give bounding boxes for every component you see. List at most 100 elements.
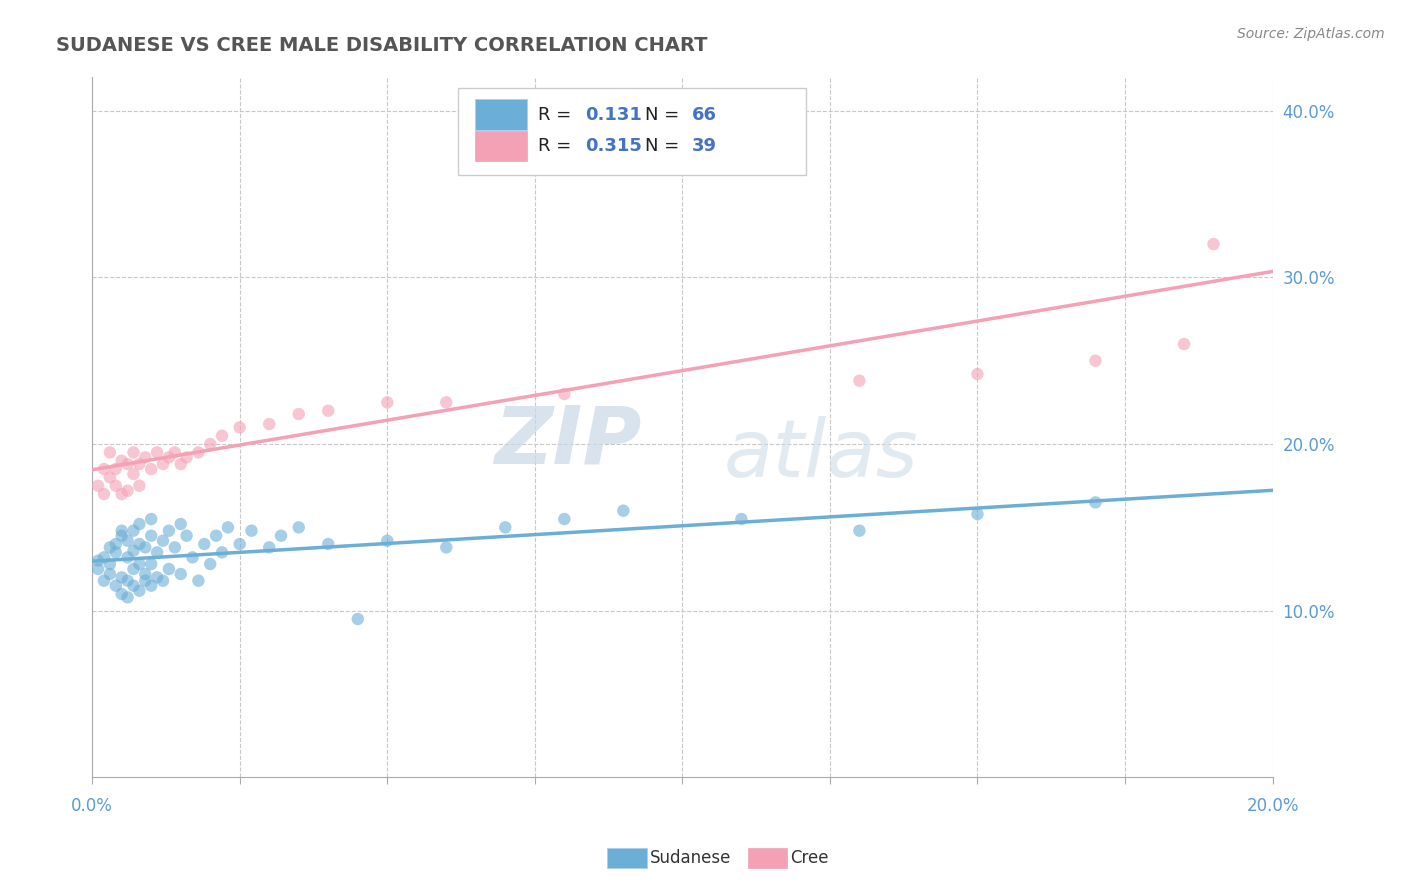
Text: 66: 66 [692, 105, 717, 123]
Point [122, 524, 145, 538]
Point [128, 537, 150, 551]
Point [257, 541, 280, 555]
Point [152, 574, 174, 588]
Point [200, 437, 222, 451]
Point [1173, 337, 1195, 351]
Point [257, 417, 280, 431]
Point [205, 529, 228, 543]
Point [93, 462, 115, 476]
Point [141, 462, 163, 476]
Point [1084, 353, 1107, 368]
FancyBboxPatch shape [475, 99, 527, 130]
Point [98, 445, 121, 459]
Point [111, 529, 134, 543]
Text: SUDANESE VS CREE MALE DISABILITY CORRELATION CHART: SUDANESE VS CREE MALE DISABILITY CORRELA… [56, 36, 707, 54]
Point [170, 457, 193, 471]
Point [93, 487, 115, 501]
Text: 0.315: 0.315 [585, 137, 643, 155]
Text: R =: R = [538, 105, 578, 123]
Point [434, 395, 457, 409]
Point [104, 462, 127, 476]
Point [316, 537, 339, 551]
Point [287, 407, 309, 421]
Point [553, 512, 575, 526]
Point [141, 529, 163, 543]
Text: N =: N = [644, 105, 685, 123]
Point [553, 387, 575, 401]
Point [122, 579, 145, 593]
Point [346, 612, 368, 626]
Point [117, 591, 139, 605]
Point [87, 479, 110, 493]
Point [270, 529, 292, 543]
Point [104, 479, 127, 493]
Point [193, 537, 215, 551]
Text: Source: ZipAtlas.com: Source: ZipAtlas.com [1237, 27, 1385, 41]
Point [141, 512, 163, 526]
Point [434, 541, 457, 555]
Point [157, 562, 180, 576]
Point [141, 557, 163, 571]
Point [152, 533, 174, 548]
Point [1202, 237, 1225, 252]
Point [240, 524, 263, 538]
Point [228, 537, 250, 551]
Point [134, 574, 156, 588]
Point [111, 570, 134, 584]
Point [128, 516, 150, 531]
Point [117, 533, 139, 548]
Point [146, 570, 169, 584]
Text: 0.0%: 0.0% [72, 797, 112, 815]
Point [128, 583, 150, 598]
Point [111, 524, 134, 538]
Point [176, 529, 198, 543]
Point [730, 512, 752, 526]
Point [117, 483, 139, 498]
Point [111, 587, 134, 601]
Point [98, 470, 121, 484]
Point [966, 507, 988, 521]
Point [128, 557, 150, 571]
Text: Cree: Cree [790, 849, 828, 867]
Point [612, 504, 634, 518]
Point [730, 137, 752, 152]
Point [117, 457, 139, 471]
Text: atlas: atlas [724, 417, 918, 494]
Point [211, 545, 233, 559]
Point [375, 395, 398, 409]
Text: Sudanese: Sudanese [650, 849, 731, 867]
Point [98, 567, 121, 582]
Point [181, 550, 204, 565]
FancyBboxPatch shape [458, 88, 806, 176]
Point [228, 420, 250, 434]
Point [122, 445, 145, 459]
Point [176, 450, 198, 465]
Point [316, 403, 339, 417]
Point [87, 562, 110, 576]
Point [157, 524, 180, 538]
Point [128, 457, 150, 471]
Point [187, 574, 209, 588]
Point [98, 557, 121, 571]
Point [163, 445, 186, 459]
Point [128, 479, 150, 493]
Point [134, 541, 156, 555]
Text: 39: 39 [692, 137, 717, 155]
Text: N =: N = [644, 137, 685, 155]
Point [494, 520, 516, 534]
Point [157, 450, 180, 465]
Point [211, 428, 233, 442]
Point [104, 545, 127, 559]
Point [146, 445, 169, 459]
Point [163, 541, 186, 555]
Point [134, 567, 156, 582]
Point [98, 541, 121, 555]
Point [104, 579, 127, 593]
Point [122, 467, 145, 481]
Point [1084, 495, 1107, 509]
Point [170, 516, 193, 531]
Point [141, 579, 163, 593]
Point [217, 520, 239, 534]
Point [134, 450, 156, 465]
Point [104, 537, 127, 551]
